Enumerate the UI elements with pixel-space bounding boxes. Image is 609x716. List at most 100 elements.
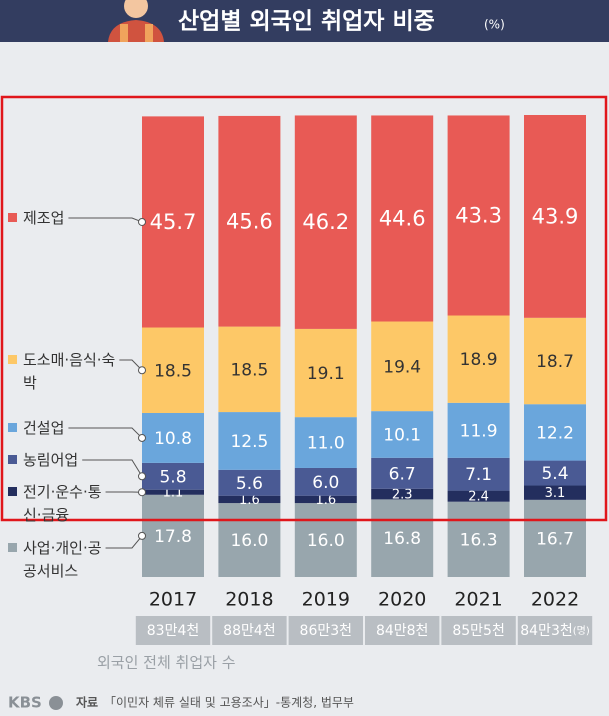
bar-segment — [218, 412, 281, 470]
value-label: 2.4 — [468, 490, 489, 505]
total-label: 83만4천 — [147, 623, 199, 639]
highlight-box — [0, 95, 608, 522]
legend-leader — [105, 535, 143, 549]
totals-caption: 외국인 전체 취업자 수 — [97, 654, 236, 672]
bar-segment — [447, 115, 510, 316]
value-label: 5.4 — [541, 464, 568, 484]
legend-label: 전기·운수·통신·금융 — [23, 482, 102, 524]
bar-segment — [447, 501, 510, 577]
total-label: 85만5천 — [452, 623, 504, 639]
total-label: 84만3천(명) — [520, 623, 590, 639]
total-label: 86만3천 — [300, 623, 352, 639]
legend-dot — [138, 531, 146, 540]
legend-swatch — [8, 486, 17, 496]
x-tick-label: 2019 — [302, 589, 350, 611]
value-label: 43.3 — [455, 203, 502, 227]
bar-segment — [371, 457, 434, 489]
value-label: 5.8 — [159, 467, 186, 487]
legend-swatch — [8, 422, 17, 432]
source: 「이민자 체류 실태 및 고용조사」-통계청, 법무부 — [104, 696, 354, 710]
legend-item: 농림어업 — [8, 449, 143, 472]
bar-segment — [218, 503, 281, 577]
bar-segment — [524, 115, 586, 318]
value-label: 7.1 — [465, 465, 492, 485]
bar-segment — [447, 315, 510, 403]
bar-segment — [142, 412, 204, 463]
header-band — [0, 0, 609, 42]
logo: KBS — [8, 694, 42, 712]
total-box — [135, 616, 211, 645]
legend-leader — [119, 359, 143, 371]
value-label: 6.0 — [312, 473, 339, 493]
value-label: 18.7 — [536, 352, 574, 372]
legend-item: 사업·개인·공공서비스 — [8, 537, 107, 583]
bar-segment — [294, 503, 357, 577]
chart-title: 산업별 외국인 취업자 비중 — [178, 9, 435, 35]
total-box — [212, 616, 287, 645]
legend-label: 건설업 — [23, 418, 65, 437]
bar-segment — [218, 495, 281, 504]
legend-swatch — [8, 212, 17, 222]
value-label: 3.1 — [545, 486, 566, 501]
bar-segment — [218, 115, 281, 327]
legend-dot — [138, 488, 146, 497]
value-label: 45.7 — [150, 210, 197, 234]
bar-segment — [447, 402, 510, 458]
total-value: 84만8천 — [376, 623, 428, 639]
value-label: 10.8 — [154, 429, 192, 449]
value-label: 16.0 — [230, 531, 268, 551]
value-label: 16.8 — [383, 529, 421, 549]
bar-segment — [524, 317, 586, 405]
bar-segment — [447, 457, 510, 491]
source-label: 자료 — [76, 695, 98, 710]
value-label: 11.0 — [307, 434, 345, 454]
total-value: 86만3천 — [300, 623, 352, 639]
value-label: 19.1 — [307, 364, 345, 384]
total-value: 84만3천 — [520, 623, 572, 639]
value-label: 46.2 — [302, 210, 349, 234]
x-tick-label: 2017 — [149, 589, 197, 611]
total-unit: (명) — [573, 625, 590, 637]
value-label: 43.9 — [532, 204, 579, 228]
bar-segment — [371, 321, 434, 412]
value-label: 12.5 — [230, 432, 268, 452]
legend-leader — [68, 427, 143, 439]
value-label: 1.6 — [239, 493, 260, 508]
bar-segment — [371, 115, 434, 322]
bar-segment — [294, 115, 357, 329]
x-tick-label: 2022 — [531, 589, 579, 611]
bar-segment — [294, 495, 357, 504]
bar-segment — [524, 404, 586, 461]
value-label: 6.7 — [389, 464, 416, 484]
bar-segment — [294, 328, 357, 418]
bar-segment — [294, 467, 357, 496]
value-label: 44.6 — [379, 206, 426, 230]
value-label: 16.0 — [307, 531, 345, 551]
total-label: 84만8천 — [376, 623, 428, 639]
total-value: 85만5천 — [452, 623, 504, 639]
value-label: 17.8 — [154, 527, 192, 547]
value-label: 18.5 — [230, 360, 268, 380]
legend-label: 도소매·음식·숙박 — [23, 350, 116, 392]
total-value: 88만4천 — [223, 623, 275, 639]
bar-segment — [371, 488, 434, 500]
value-label: 11.9 — [460, 421, 498, 441]
bar-segment — [371, 499, 434, 577]
value-label: 18.9 — [460, 350, 498, 370]
legend-dot — [138, 366, 146, 375]
worker-icon — [108, 0, 164, 42]
bar-segment — [218, 469, 281, 496]
legend-label: 농림어업 — [23, 450, 79, 469]
legend-dot — [138, 433, 146, 442]
legend-dot — [138, 472, 146, 481]
value-label: 45.6 — [226, 209, 273, 233]
x-tick-label: 2021 — [454, 589, 502, 611]
bar-segment — [142, 327, 204, 413]
bar-segment — [524, 485, 586, 500]
total-value: 83만4천 — [147, 623, 199, 639]
legend-swatch — [8, 542, 17, 552]
logo-mark — [49, 696, 63, 710]
bar-segment — [524, 499, 586, 577]
